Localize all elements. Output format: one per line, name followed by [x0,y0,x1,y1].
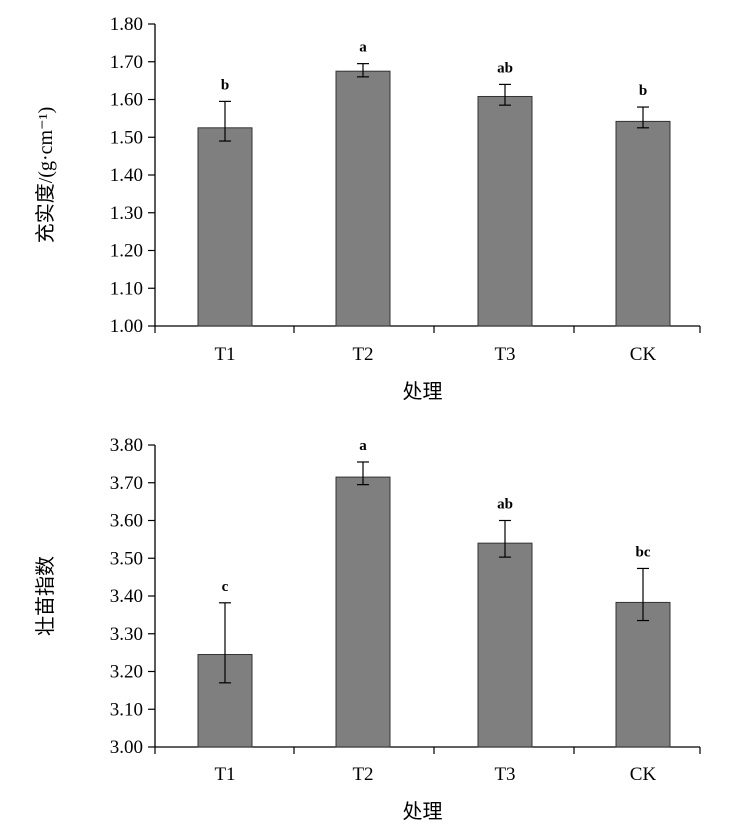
x-category-label: CK [630,344,657,365]
x-category-label: T1 [214,764,235,785]
significance-label: bc [636,544,651,560]
y-tick-label: 3.60 [110,511,143,532]
significance-label: ab [497,60,513,76]
significance-label: ab [497,497,513,513]
y-tick-label: 1.20 [110,241,143,262]
x-category-label: T3 [494,344,515,365]
x-axis-title: 处理 [403,380,443,403]
y-tick-label: 1.10 [110,278,143,299]
y-tick-label: 3.10 [110,699,143,720]
y-tick-label: 1.00 [110,316,143,337]
x-axis-title: 处理 [403,800,443,823]
bar-t3 [477,542,533,748]
bar-t2 [335,476,391,748]
y-tick-label: 3.70 [110,473,143,494]
y-tick-label: 1.80 [110,14,143,35]
significance-label: c [222,579,229,595]
x-category-label: T3 [494,764,515,785]
y-tick-label: 3.20 [110,662,143,683]
y-tick-label: 3.40 [110,586,143,607]
bar-ck [615,601,671,748]
bar-t2 [335,70,391,327]
significance-label: a [359,438,367,454]
y-tick-label: 3.30 [110,624,143,645]
y-tick-label: 1.60 [110,90,143,111]
y-axis-title: 充实度/(g·cm⁻¹) [34,107,57,244]
significance-label: b [639,83,647,99]
x-category-label: CK [630,764,657,785]
chart-seedling-index: 3.00 3.10 3.20 3.30 3.40 3.50 3.60 3.70 3.80 c T1 a… [34,435,701,823]
y-tick-label: 1.50 [110,127,143,148]
significance-label: a [359,40,367,56]
bar-t1 [197,127,253,327]
y-axis-title: 壮苗指数 [34,556,57,636]
significance-label: b [221,77,229,93]
y-tick-label: 1.70 [110,52,143,73]
x-category-label: T2 [352,344,373,365]
y-tick-label: 1.40 [110,165,143,186]
bar-t3 [477,95,533,327]
y-tick-label: 3.00 [110,737,143,758]
chart-fullness: 1.00 1.10 1.20 1.30 1.40 1.50 1.60 1.70 1.80 b T1 a… [34,14,701,403]
y-tick-label: 3.80 [110,435,143,456]
x-category-label: T2 [352,764,373,785]
bar-ck [615,120,671,327]
y-tick-label: 3.50 [110,548,143,569]
x-category-label: T1 [214,344,235,365]
y-tick-label: 1.30 [110,203,143,224]
